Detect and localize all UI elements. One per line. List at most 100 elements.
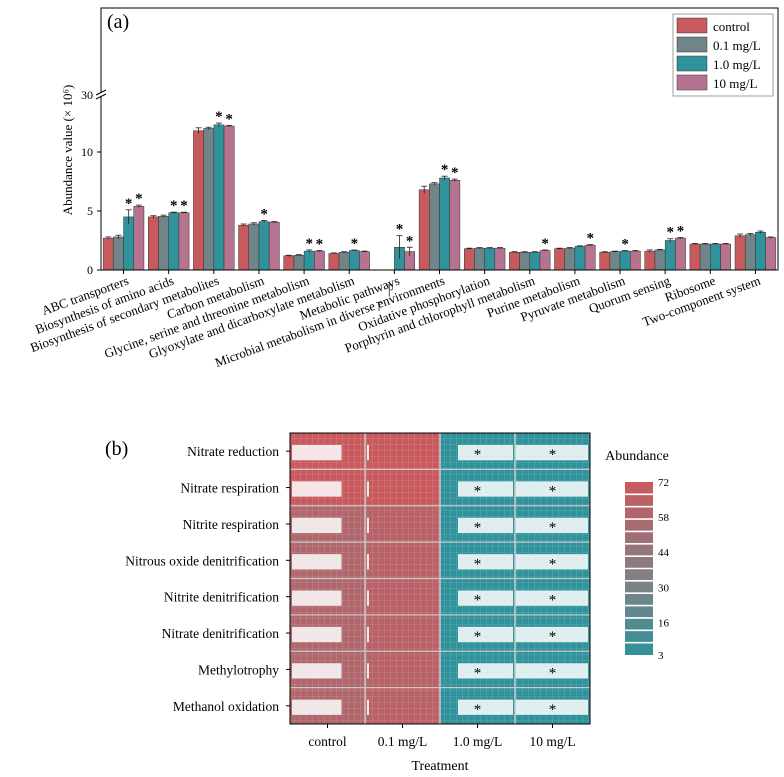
bar [283,255,295,271]
cell-grid-overlay [515,614,590,652]
bar [720,243,731,271]
bar [619,250,631,271]
bar [148,216,159,271]
cell-grid-overlay [290,578,365,615]
bar [574,246,586,271]
significance-mark: * [215,109,223,125]
significance-mark: * [135,191,143,207]
significance-mark: * [305,236,313,252]
cell-grid-overlay [365,614,440,652]
colorbar-tick-label: 44 [658,547,670,559]
cell-grid-overlay [440,433,515,470]
legend-label: 1.0 mg/L [713,57,761,72]
significance-mark: * [474,629,482,645]
bar [463,248,475,271]
heatmap-frame [289,432,591,725]
y-tick-label: 10 [81,145,93,159]
significance-mark: * [549,556,557,572]
cell-grid-overlay [365,687,440,724]
bar [629,250,641,271]
y-tick-label: 5 [87,204,93,218]
y-axis-label: Abundance value (× 10⁶) [60,85,75,216]
column-label: 1.0 mg/L [453,734,503,749]
significance-mark: * [260,206,268,222]
significance-mark: * [677,224,685,240]
cell-grid-overlay [365,651,440,688]
axis-break-mark [95,89,107,96]
cell-grid-overlay [290,614,365,652]
legend-label: 10 mg/L [713,76,757,91]
legend-swatch [676,55,708,72]
cell-grid-overlay [365,469,440,506]
significance-mark: * [549,702,557,718]
cell-grid-overlay [440,505,515,543]
bar [584,244,596,271]
bar [223,125,235,271]
bar [178,212,190,271]
bar [258,221,270,271]
significance-mark: * [474,665,482,681]
bar [133,206,145,271]
cell-grid-overlay [290,505,365,543]
bar [168,212,180,271]
bar [675,237,686,271]
significance-mark: * [474,556,482,572]
significance-mark: * [474,520,482,536]
bar [689,243,701,271]
bar [734,235,746,271]
bar [494,247,506,271]
panel-a-bar-chart: (a) Abundance value (× 10⁶) * * * ** *** * ***… [28,7,779,370]
y-tick-label: 0 [87,263,93,277]
bar [193,130,204,271]
x-axis-label: Treatment [411,759,468,774]
significance-mark: * [549,665,557,681]
cell-grid-overlay [515,542,590,579]
cell-grid-overlay [365,433,440,470]
significance-mark: * [541,236,549,252]
cell-grid-overlay [365,578,440,615]
significance-mark: * [549,593,557,609]
significance-mark: * [549,629,557,645]
bar [238,224,250,271]
legend-swatch [676,17,708,34]
cell-grid-overlay [515,433,590,470]
significance-mark: * [474,702,482,718]
bar [765,237,777,271]
significance-mark: * [316,237,324,253]
bar [755,231,766,271]
colorbar-tick-label: 58 [658,512,670,524]
row-label: Nitrate respiration [180,481,279,496]
bar [158,216,169,271]
axis-break-band [102,96,777,101]
cell-grid-overlay [440,651,515,688]
panel-b-heatmap: (b) * * * * * * * * * * * * * * * * Nitrate reduction Ni… [105,432,670,774]
bar [554,248,565,271]
bar [529,252,541,271]
colorbar: 72 58 44 30 16 3 [625,477,670,662]
bar [484,247,496,271]
significance-mark: * [549,447,557,463]
cell-grid-overlay [440,542,515,579]
bar [348,250,360,271]
significance-mark: * [474,593,482,609]
colorbar-tick-label: 3 [658,650,664,662]
bar [248,223,260,271]
bar [429,183,440,271]
significance-mark: * [549,520,557,536]
axis-break-gap [95,92,107,97]
significance-mark: * [667,225,675,241]
row-label: Nitrate reduction [187,444,279,459]
bar [449,180,461,271]
bar [744,234,756,271]
bar [314,250,325,271]
cell-grid-overlay [440,469,515,506]
legend-swatch [676,74,708,91]
bar [654,249,666,271]
significance-mark: * [586,231,594,247]
cell-grid-overlay [440,614,515,652]
cell-grid-overlay [515,469,590,506]
bar [359,251,370,271]
bar [474,247,485,271]
cell-grid-overlay [290,433,365,470]
